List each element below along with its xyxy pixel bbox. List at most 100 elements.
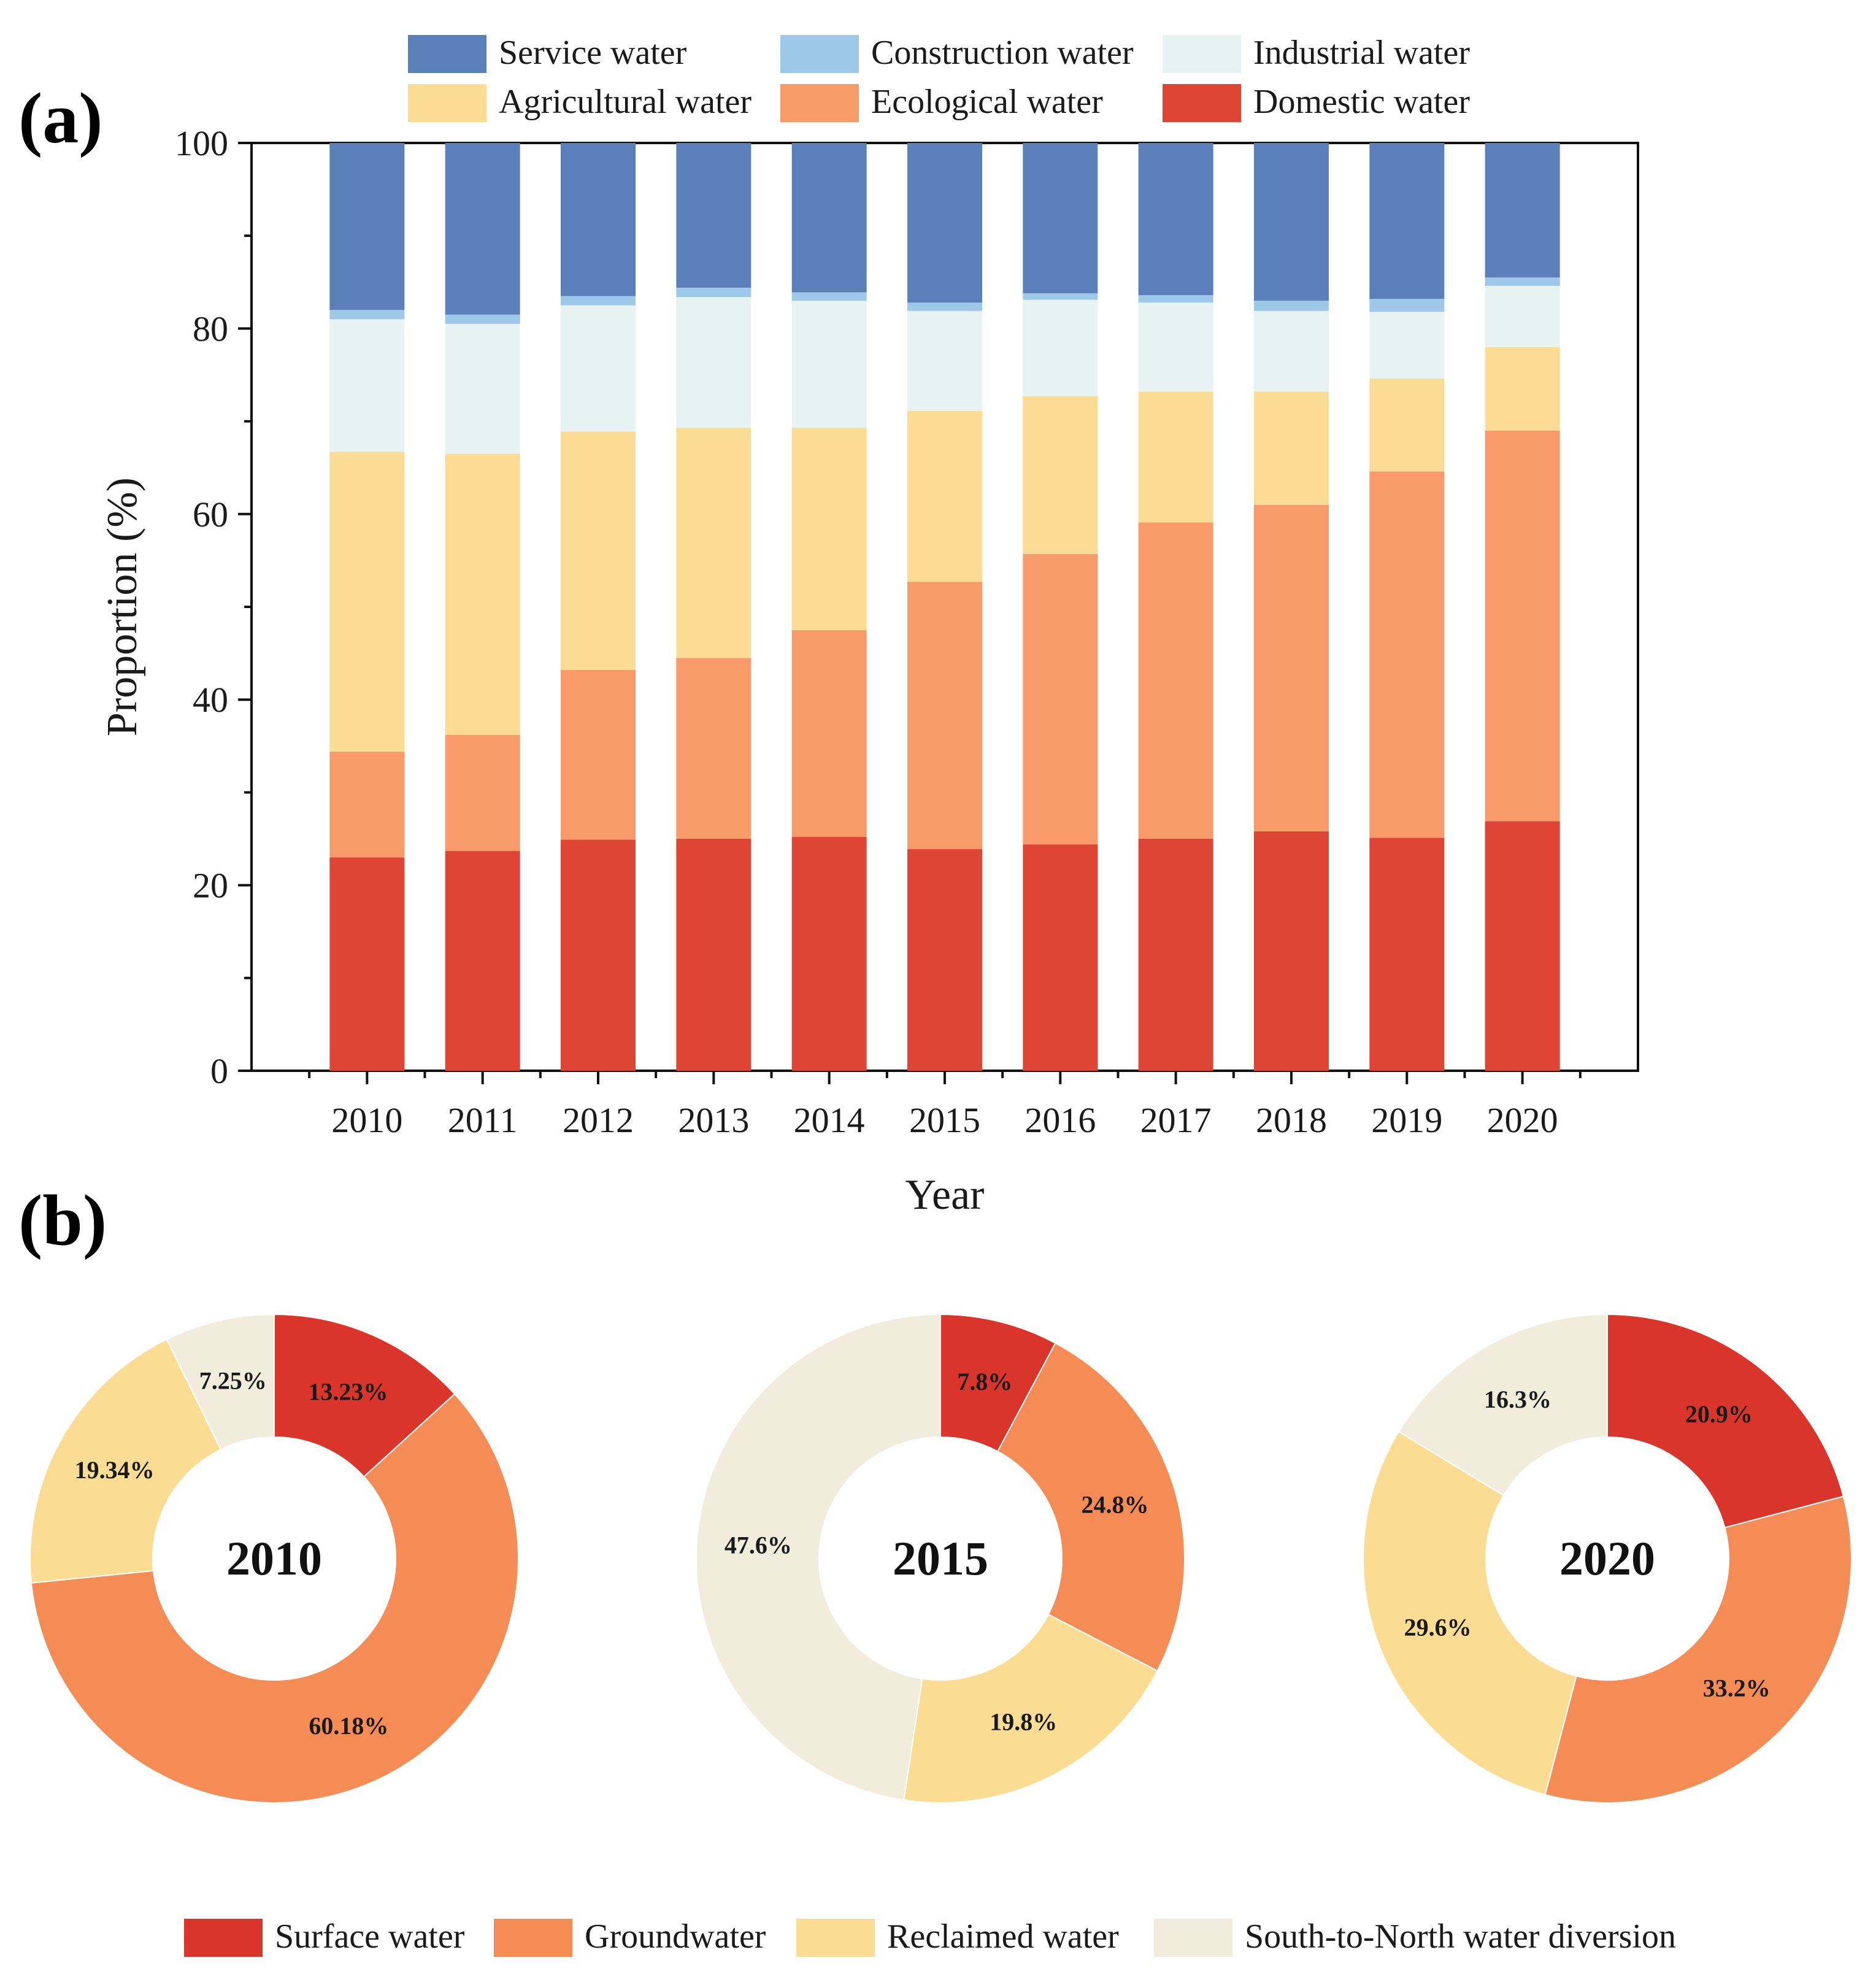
bar-service-water-2013 [676, 143, 752, 288]
slice-label: 7.25% [199, 1367, 267, 1395]
bar-ecological-water-2017 [1138, 522, 1213, 839]
legend-label-ecological-water: Ecological water [871, 83, 1103, 121]
bar-agricultural-water-2018 [1254, 391, 1329, 505]
legend-label-construction-water: Construction water [871, 34, 1134, 72]
x-tick-label: 2015 [909, 1100, 980, 1140]
legend-label-domestic-water: Domestic water [1253, 83, 1470, 121]
bar-ecological-water-2019 [1369, 471, 1445, 838]
slice-reclaimed-water-2020 [1363, 1430, 1577, 1796]
bar-domestic-water-2017 [1138, 839, 1213, 1071]
slice-label: 20.9% [1685, 1400, 1753, 1428]
bar-ecological-water-2016 [1023, 553, 1098, 845]
legend-swatch-service-water [408, 35, 486, 73]
bar-construction-water-2017 [1138, 295, 1213, 303]
bar-ecological-water-2013 [676, 658, 752, 839]
slice-surface-water-2010 [274, 1313, 456, 1478]
donut-center-label: 2010 [226, 1532, 322, 1585]
bar-domestic-water-2015 [907, 849, 982, 1071]
bar-industrial-water-2015 [907, 310, 982, 411]
donut-charts: 13.23% 60.18% 19.34% 7.25% 2010 7.8% 24.8% 19.8… [29, 1313, 1852, 1803]
bar-construction-water-2020 [1485, 277, 1560, 286]
slice-label: 19.34% [75, 1456, 155, 1484]
slice-surface-water-2020 [1607, 1313, 1845, 1529]
slice-label: 47.6% [725, 1532, 792, 1559]
legend-swatch-domestic-water [1163, 84, 1241, 122]
bar-agricultural-water-2015 [907, 411, 982, 582]
bar-agricultural-water-2011 [445, 453, 520, 735]
bar-agricultural-water-2012 [561, 431, 636, 670]
bar-ecological-water-2020 [1485, 430, 1560, 822]
pie-legend: Surface water Groundwater Reclaimed water S… [184, 1918, 1676, 1957]
pie-legend-swatch-groundwater [494, 1919, 572, 1957]
legend-label-industrial-water: Industrial water [1253, 34, 1470, 72]
bar-ecological-water-2018 [1254, 504, 1329, 831]
pie-legend-label-reclaimed-water: Reclaimed water [887, 1918, 1119, 1956]
bar-service-water-2019 [1369, 143, 1445, 299]
pie-legend-label-surface-water: Surface water [275, 1918, 465, 1956]
x-tick-label: 2019 [1371, 1100, 1442, 1140]
x-tick-label: 2012 [563, 1100, 634, 1140]
y-tick-label: 100 [175, 123, 228, 163]
y-tick-label: 40 [193, 680, 228, 720]
legend-swatch-ecological-water [780, 84, 859, 122]
y-axis-title: Proportion (%) [99, 477, 146, 736]
bar-domestic-water-2018 [1254, 831, 1329, 1071]
slice-label: 60.18% [309, 1712, 388, 1740]
pie-legend-swatch-south-to-north-water-diversion [1154, 1919, 1232, 1957]
bar-agricultural-water-2016 [1023, 396, 1098, 554]
legend-label-agricultural-water: Agricultural water [499, 83, 752, 121]
bar-industrial-water-2014 [791, 301, 867, 428]
donut-center-label: 2015 [893, 1532, 988, 1585]
x-tick-label: 2020 [1487, 1100, 1558, 1140]
legend-swatch-construction-water [780, 35, 859, 73]
x-tick-label: 2010 [331, 1100, 402, 1140]
panel-label-a: (a) [18, 78, 103, 158]
y-tick-label: 20 [193, 866, 228, 906]
slice-reclaimed-water-2010 [29, 1338, 222, 1584]
bar-construction-water-2012 [561, 296, 636, 306]
stacked-bar-chart: 0 20 40 60 80 100 2010 2011 2012 2013 2014 2015 2016… [99, 123, 1639, 1219]
pie-legend-label-south-to-north-water-diversion: South-to-North water diversion [1245, 1918, 1676, 1956]
bar-industrial-water-2010 [329, 319, 405, 452]
bar-service-water-2010 [329, 143, 405, 310]
donut-2015: 7.8% 24.8% 19.8% 47.6% 2015 [696, 1313, 1185, 1803]
bar-construction-water-2014 [791, 292, 867, 301]
x-tick-label: 2018 [1256, 1100, 1327, 1140]
donut-center-label: 2020 [1559, 1532, 1655, 1585]
bar-construction-water-2015 [907, 303, 982, 311]
bar-agricultural-water-2014 [791, 428, 867, 630]
bar-industrial-water-2019 [1369, 312, 1445, 379]
bar-domestic-water-2012 [561, 839, 636, 1071]
slice-groundwater-2010 [30, 1393, 519, 1803]
slice-label: 7.8% [957, 1368, 1012, 1395]
y-tick-label: 80 [193, 309, 228, 349]
bar-service-water-2017 [1138, 143, 1213, 295]
bar-service-water-2014 [791, 143, 867, 293]
slice-label: 29.6% [1404, 1613, 1472, 1641]
bar-industrial-water-2020 [1485, 285, 1560, 347]
slice-south-to-north-water-diversion-2020 [1397, 1313, 1608, 1497]
slice-south-to-north-water-diversion-2010 [166, 1313, 275, 1451]
bar-service-water-2018 [1254, 143, 1329, 301]
bar-construction-water-2010 [329, 310, 405, 320]
bar-construction-water-2016 [1023, 293, 1098, 300]
bar-agricultural-water-2020 [1485, 347, 1560, 431]
slice-south-to-north-water-diversion-2015 [696, 1313, 941, 1801]
x-tick-label: 2016 [1024, 1100, 1096, 1140]
bar-construction-water-2011 [445, 314, 520, 324]
bar-service-water-2015 [907, 143, 982, 303]
bar-domestic-water-2013 [676, 839, 752, 1071]
bar-agricultural-water-2019 [1369, 379, 1445, 472]
bar-domestic-water-2016 [1023, 844, 1098, 1071]
x-tick-label: 2011 [448, 1100, 518, 1140]
bar-industrial-water-2012 [561, 305, 636, 432]
bar-industrial-water-2011 [445, 323, 520, 454]
x-axis-title: Year [905, 1171, 985, 1219]
x-tick-label: 2013 [678, 1100, 749, 1140]
donut-2020: 20.9% 33.2% 29.6% 16.3% 2020 [1363, 1313, 1852, 1803]
bar-industrial-water-2017 [1138, 303, 1213, 392]
bar-construction-water-2018 [1254, 301, 1329, 311]
bar-industrial-water-2013 [676, 296, 752, 428]
bar-domestic-water-2020 [1485, 821, 1560, 1071]
